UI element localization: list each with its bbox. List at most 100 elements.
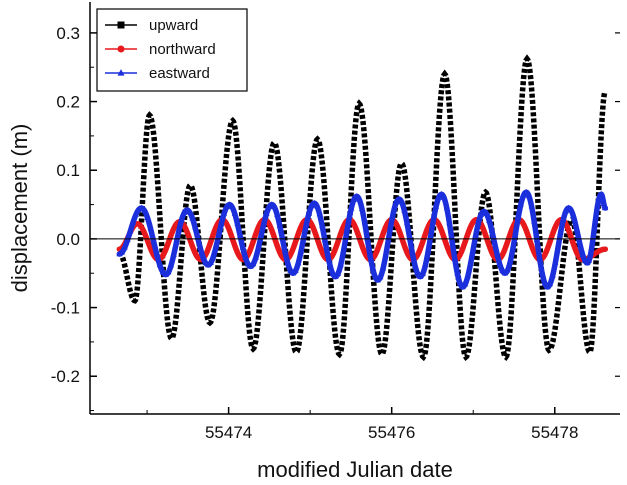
data-point-eastward bbox=[199, 253, 206, 260]
data-point-eastward bbox=[116, 250, 123, 257]
data-point-eastward bbox=[430, 216, 437, 222]
y-axis-title: displacement (m) bbox=[7, 124, 32, 293]
data-point-eastward bbox=[189, 214, 196, 221]
data-point-eastward bbox=[517, 200, 524, 207]
data-point-eastward bbox=[282, 248, 289, 255]
data-point-eastward bbox=[329, 270, 336, 277]
data-point-eastward bbox=[327, 262, 334, 269]
data-point-eastward bbox=[414, 270, 421, 276]
data-point-eastward bbox=[178, 216, 185, 222]
x-tick-label: 55474 bbox=[205, 423, 252, 442]
data-point-eastward bbox=[279, 235, 286, 242]
data-point-eastward bbox=[560, 216, 567, 222]
data-point-eastward bbox=[586, 256, 593, 263]
data-point-eastward bbox=[483, 210, 490, 217]
data-point-eastward bbox=[579, 251, 586, 258]
data-point-eastward bbox=[324, 250, 331, 257]
data-point-eastward bbox=[173, 238, 180, 245]
data-point-eastward bbox=[144, 214, 151, 221]
data-point-eastward bbox=[239, 243, 246, 250]
data-point-eastward bbox=[350, 196, 357, 202]
data-point-eastward bbox=[520, 191, 527, 198]
data-point-eastward bbox=[356, 196, 363, 202]
series-upward bbox=[118, 54, 608, 362]
data-point-eastward bbox=[276, 222, 283, 229]
data-point-eastward bbox=[121, 243, 128, 250]
series-layer bbox=[116, 54, 609, 362]
data-point-eastward bbox=[274, 211, 281, 217]
data-point-eastward bbox=[305, 210, 312, 216]
legend-marker-upward bbox=[117, 21, 125, 29]
data-point-eastward bbox=[480, 208, 487, 214]
data-point-eastward bbox=[221, 210, 228, 216]
data-point-eastward bbox=[287, 267, 294, 273]
data-point-eastward bbox=[507, 257, 514, 264]
data-point-eastward bbox=[292, 267, 299, 273]
data-point-eastward bbox=[393, 198, 400, 205]
x-tick-label: 55476 bbox=[368, 423, 415, 442]
data-point-eastward bbox=[478, 210, 485, 217]
data-point-eastward bbox=[504, 266, 511, 273]
data-point-eastward bbox=[515, 213, 522, 220]
data-point-eastward bbox=[242, 253, 249, 260]
data-point-eastward bbox=[541, 279, 548, 286]
data-point-eastward bbox=[138, 204, 145, 211]
x-tick-label: 55478 bbox=[531, 423, 578, 442]
data-point-eastward bbox=[165, 268, 172, 275]
data-point-eastward bbox=[449, 237, 456, 243]
data-point-eastward bbox=[422, 261, 429, 267]
data-point-eastward bbox=[390, 207, 397, 214]
legend-marker-eastward bbox=[117, 69, 125, 76]
data-point-eastward bbox=[229, 203, 236, 210]
data-point-eastward bbox=[577, 242, 584, 249]
data-point-eastward bbox=[343, 233, 350, 239]
data-point-eastward bbox=[557, 228, 564, 235]
data-point-eastward bbox=[295, 259, 302, 266]
y-tick-label: 0.0 bbox=[56, 230, 80, 249]
data-point-eastward bbox=[345, 217, 352, 224]
data-point-eastward bbox=[467, 260, 474, 266]
data-point-eastward bbox=[382, 251, 389, 258]
data-point-eastward bbox=[366, 250, 373, 257]
data-point-eastward bbox=[244, 260, 251, 267]
data-point-eastward bbox=[153, 250, 160, 257]
data-point-eastward bbox=[156, 261, 163, 268]
data-point-eastward bbox=[159, 268, 166, 275]
data-point-eastward bbox=[486, 217, 493, 223]
data-point-eastward bbox=[591, 225, 598, 231]
data-point-eastward bbox=[544, 283, 551, 290]
data-point-eastward bbox=[127, 227, 134, 234]
data-point-eastward bbox=[215, 231, 222, 238]
data-point-eastward bbox=[555, 244, 562, 250]
data-point-eastward bbox=[135, 206, 142, 213]
data-point-eastward bbox=[332, 273, 339, 279]
data-point-eastward bbox=[462, 280, 469, 287]
data-point-eastward bbox=[509, 244, 516, 251]
data-point-eastward bbox=[377, 273, 384, 280]
data-point-eastward bbox=[409, 249, 416, 255]
data-point-eastward bbox=[470, 245, 477, 252]
data-point-eastward bbox=[231, 210, 238, 216]
data-point-eastward bbox=[255, 243, 262, 250]
data-point-eastward bbox=[456, 280, 463, 286]
data-point-eastward bbox=[374, 276, 381, 283]
data-point-eastward bbox=[593, 212, 600, 218]
data-point-eastward bbox=[372, 273, 379, 280]
data-point-eastward bbox=[303, 221, 310, 228]
data-point-eastward bbox=[226, 201, 233, 207]
data-point-eastward bbox=[316, 210, 323, 217]
legend-item-northward: northward bbox=[105, 41, 216, 58]
data-point-eastward bbox=[170, 251, 177, 257]
legend-item-eastward: eastward bbox=[105, 65, 210, 82]
data-point-eastward bbox=[258, 232, 265, 238]
data-point-eastward bbox=[512, 229, 519, 235]
data-point-eastward bbox=[549, 272, 556, 278]
data-point-eastward bbox=[176, 226, 183, 233]
data-point-eastward bbox=[401, 207, 408, 213]
data-point-eastward bbox=[184, 206, 191, 213]
data-point-eastward bbox=[454, 270, 461, 276]
data-point-eastward bbox=[539, 269, 546, 276]
y-tick-label: 0.3 bbox=[56, 24, 80, 43]
data-point-eastward bbox=[398, 198, 405, 205]
series-line-northward bbox=[116, 216, 609, 263]
